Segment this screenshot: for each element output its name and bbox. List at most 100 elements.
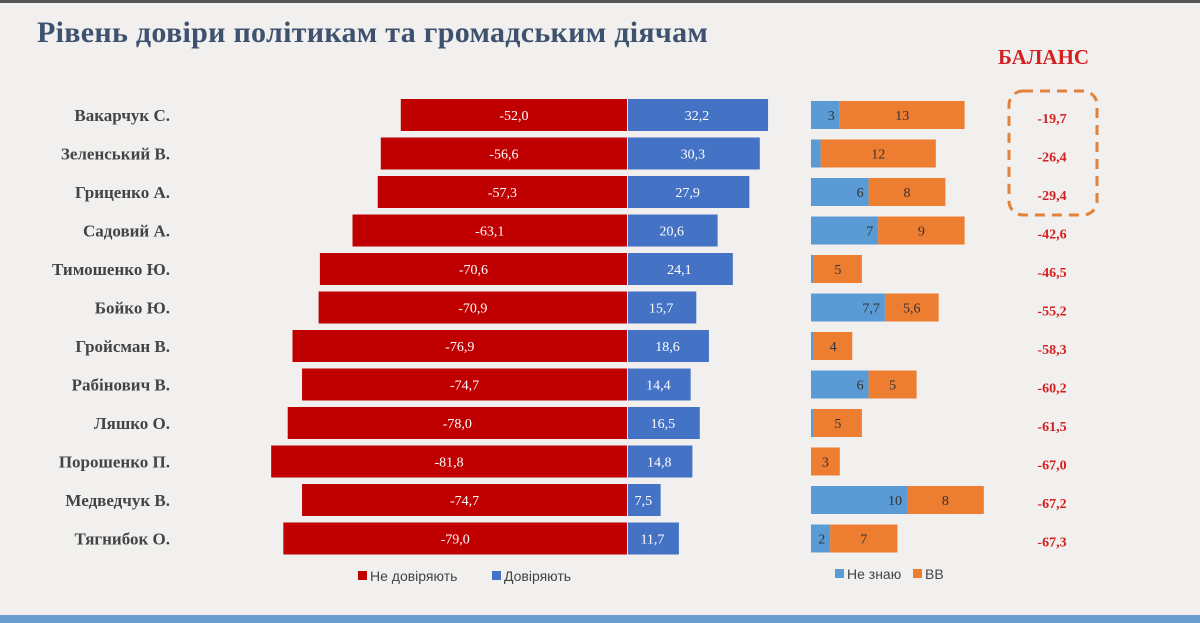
legend-label-hard-to-say: ВВ: [925, 566, 944, 582]
dont-know-value-label: 6: [857, 186, 864, 201]
distrust-bar: [271, 445, 627, 478]
balance-value: -58,3: [1037, 343, 1066, 358]
distrust-bar: [380, 137, 627, 170]
hard-to-say-value-label: 8: [904, 186, 911, 201]
distrust-bar: [302, 368, 627, 401]
distrust-value-label: -63,1: [475, 225, 504, 240]
legend-marker-distrust: [358, 571, 367, 580]
top-border: [0, 0, 1200, 3]
distrust-bar: [287, 407, 627, 439]
hard-to-say-bar: [811, 447, 840, 476]
hard-to-say-bar: [813, 332, 853, 360]
dont-know-bar: [811, 178, 869, 206]
trust-value-label: 15,7: [649, 302, 674, 317]
distrust-value-label: -74,7: [450, 379, 479, 394]
trust-bar: [628, 99, 769, 131]
dont-know-bar: [811, 293, 885, 322]
distrust-value-label: -74,7: [450, 494, 479, 509]
balance-value: -60,2: [1037, 382, 1066, 397]
trust-bar: [628, 522, 679, 555]
balance-value: -61,5: [1037, 420, 1066, 435]
hard-to-say-bar: [830, 524, 898, 553]
trust-value-label: 7,5: [635, 494, 653, 509]
trust-value-label: 16,5: [651, 417, 676, 432]
dont-know-value-label: 10: [888, 494, 902, 509]
category-label: Вакарчук С.: [74, 106, 170, 125]
hard-to-say-value-label: 7: [860, 533, 867, 548]
balance-value: -67,0: [1037, 459, 1066, 474]
dont-know-bar: [811, 524, 831, 553]
distrust-value-label: -81,8: [434, 456, 463, 471]
hard-to-say-bar: [907, 486, 984, 514]
category-label: Садовий А.: [83, 222, 170, 241]
trust-bar: [628, 176, 750, 208]
distrust-bar: [352, 214, 627, 247]
category-label: Бойко Ю.: [95, 299, 170, 318]
legend-label-trust: Довіряють: [504, 568, 571, 584]
dont-know-bar: [811, 255, 814, 283]
trust-bar: [628, 330, 709, 362]
trust-bar: [628, 445, 693, 478]
hard-to-say-value-label: 5: [834, 417, 841, 432]
hard-to-say-value-label: 8: [942, 494, 949, 509]
dont-know-bar: [811, 101, 840, 129]
dont-know-bar: [811, 139, 821, 168]
distrust-bar: [283, 522, 627, 555]
trust-bar: [628, 253, 733, 285]
hard-to-say-bar: [839, 101, 965, 129]
hard-to-say-bar: [884, 293, 939, 322]
category-label: Тягнибок О.: [75, 530, 171, 549]
dont-know-value-label: 6: [857, 379, 864, 394]
trust-value-label: 24,1: [667, 263, 692, 278]
distrust-bar: [318, 291, 627, 324]
distrust-value-label: -76,9: [445, 340, 474, 355]
trust-bar: [628, 214, 718, 247]
balance-value: -29,4: [1037, 189, 1066, 204]
category-label: Гриценко А.: [75, 183, 170, 202]
dont-know-bar: [811, 332, 814, 360]
category-label: Рабінович В.: [72, 376, 170, 395]
category-label: Тимошенко Ю.: [52, 260, 170, 279]
hard-to-say-value-label: 12: [871, 148, 885, 163]
hard-to-say-value-label: 5: [889, 379, 896, 394]
distrust-bar: [302, 484, 627, 516]
trust-value-label: 32,2: [685, 109, 710, 124]
hard-to-say-bar: [813, 255, 862, 283]
legend-marker-dont-know: [835, 569, 844, 578]
trust-value-label: 14,8: [647, 456, 672, 471]
trust-bar: [628, 291, 697, 324]
hard-to-say-value-label: 3: [822, 456, 829, 471]
trust-value-label: 14,4: [646, 379, 671, 394]
distrust-bar: [319, 253, 627, 285]
legend-marker-trust: [492, 571, 501, 580]
category-label: Ляшко О.: [94, 414, 170, 433]
trust-bar: [628, 484, 661, 516]
hard-to-say-bar: [820, 139, 936, 168]
category-label: Медведчук В.: [65, 491, 170, 510]
dont-know-bar: [811, 409, 814, 437]
category-label: Зеленський В.: [61, 145, 170, 164]
trust-value-label: 27,9: [675, 186, 700, 201]
page-title: Рівень довіри політикам та громадським д…: [37, 16, 709, 49]
category-label: Порошенко П.: [59, 453, 170, 472]
balance-value: -42,6: [1037, 228, 1066, 243]
balance-value: -55,2: [1037, 305, 1066, 320]
hard-to-say-value-label: 5,6: [903, 302, 921, 317]
distrust-bar: [400, 99, 627, 131]
legend-marker-hard-to-say: [913, 569, 922, 578]
balance-highlight-box: [1007, 89, 1099, 217]
hard-to-say-value-label: 13: [895, 109, 909, 124]
hard-to-say-bar: [878, 216, 965, 245]
dont-know-bar: [811, 486, 907, 514]
dont-know-value-label: 7,7: [862, 302, 880, 317]
dont-know-bar: [811, 370, 869, 399]
dont-know-value-label: 2: [818, 533, 825, 548]
trust-value-label: 18,6: [655, 340, 680, 355]
trust-value-label: 30,3: [681, 148, 706, 163]
hard-to-say-bar: [813, 409, 862, 437]
balance-value: -67,2: [1037, 497, 1066, 512]
trust-value-label: 20,6: [660, 225, 685, 240]
hard-to-say-value-label: 9: [918, 225, 925, 240]
trust-bar: [628, 407, 700, 439]
